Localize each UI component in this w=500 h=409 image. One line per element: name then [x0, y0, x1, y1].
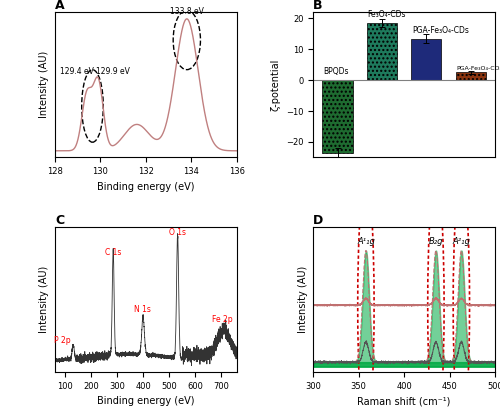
Text: O 1s: O 1s	[169, 228, 186, 237]
Text: A: A	[55, 0, 64, 12]
X-axis label: Raman shift (cm⁻¹): Raman shift (cm⁻¹)	[358, 396, 451, 407]
Text: A²₁g: A²₁g	[452, 237, 470, 246]
Text: BPQDs: BPQDs	[324, 67, 349, 76]
Bar	[411, 38, 442, 80]
Bar	[322, 80, 352, 153]
Bar	[456, 72, 486, 80]
Text: P 2p: P 2p	[54, 336, 70, 345]
X-axis label: Binding energy (eV): Binding energy (eV)	[97, 182, 194, 192]
Text: 129.9 eV: 129.9 eV	[96, 67, 130, 76]
Text: C: C	[55, 214, 64, 227]
Y-axis label: Intensity (AU): Intensity (AU)	[298, 266, 308, 333]
Text: Fe 2p: Fe 2p	[212, 315, 233, 324]
Y-axis label: Intensity (AU): Intensity (AU)	[40, 51, 50, 119]
Text: 133.8 eV: 133.8 eV	[170, 7, 204, 16]
Text: D: D	[313, 214, 324, 227]
Text: PGA-Fe₃O₄-CDs: PGA-Fe₃O₄-CDs	[412, 25, 469, 34]
Bar	[367, 23, 397, 80]
Text: N 1s: N 1s	[134, 305, 150, 314]
Text: B: B	[313, 0, 322, 12]
Y-axis label: ζ-potential: ζ-potential	[270, 58, 280, 111]
Y-axis label: Intensity (AU): Intensity (AU)	[40, 266, 50, 333]
Text: B₂g: B₂g	[428, 237, 443, 246]
Text: Fe₃O₄-CDs: Fe₃O₄-CDs	[368, 10, 406, 19]
X-axis label: Binding energy (eV): Binding energy (eV)	[97, 396, 194, 407]
Text: PGA-Fe₃O₄-CDs@BPQDs: PGA-Fe₃O₄-CDs@BPQDs	[456, 65, 500, 70]
Text: 129.4 eV: 129.4 eV	[60, 67, 94, 76]
Text: C 1s: C 1s	[105, 248, 122, 257]
Text: A¹₁g: A¹₁g	[357, 237, 375, 246]
